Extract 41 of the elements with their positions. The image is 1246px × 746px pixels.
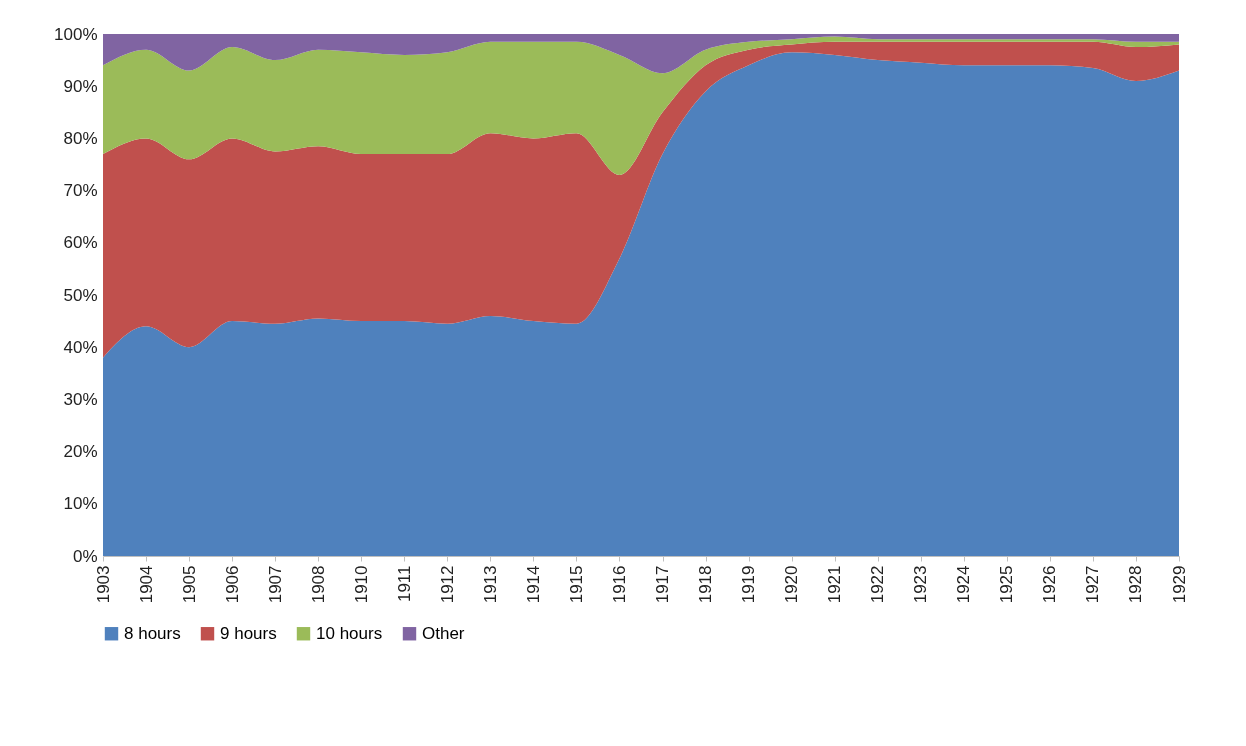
legend-label: 8 hours	[124, 623, 181, 643]
y-tick-label: 50%	[63, 285, 98, 305]
x-tick-label: 1906	[222, 565, 242, 604]
x-tick-label: 1923	[911, 565, 931, 604]
y-tick-label: 60%	[63, 233, 98, 253]
y-tick-label: 30%	[63, 389, 98, 409]
x-tick-label: 1926	[1040, 565, 1060, 604]
x-tick-label: 1907	[265, 565, 285, 604]
y-tick-label: 70%	[63, 181, 98, 201]
legend-label: 9 hours	[220, 623, 277, 643]
y-tick-label: 10%	[63, 494, 98, 514]
x-tick-label: 1915	[566, 565, 586, 604]
x-tick-label: 1919	[739, 565, 759, 604]
x-tick-label: 1913	[480, 565, 500, 604]
x-tick-label: 1927	[1083, 565, 1103, 604]
x-tick-label: 1904	[136, 565, 156, 604]
x-tick-label: 1905	[179, 565, 199, 604]
x-tick-label: 1914	[523, 565, 543, 604]
x-tick-label: 1928	[1126, 565, 1146, 604]
legend-label: Other	[422, 623, 465, 643]
y-tick-label: 40%	[63, 337, 98, 357]
x-tick-label: 1917	[653, 565, 673, 604]
x-tick-label: 1925	[997, 565, 1017, 604]
x-tick-label: 1921	[825, 565, 845, 604]
y-tick-label: 90%	[63, 76, 98, 96]
y-tick-label: 100%	[54, 24, 98, 44]
x-tick-label: 1929	[1169, 565, 1189, 604]
x-tick-label: 1908	[308, 565, 328, 604]
x-tick-label: 1920	[782, 565, 802, 604]
x-tick-label: 1918	[696, 565, 716, 604]
y-tick-label: 20%	[63, 442, 98, 462]
x-tick-label: 1903	[93, 565, 113, 604]
x-tick-label: 1922	[868, 565, 888, 604]
y-tick-label: 0%	[72, 546, 98, 566]
y-tick-label: 80%	[63, 128, 98, 148]
x-tick-label: 1912	[437, 565, 457, 604]
legend-label: 10 hours	[316, 623, 383, 643]
x-tick-label: 1911	[394, 565, 414, 603]
x-tick-label: 1916	[609, 565, 629, 604]
x-tick-label: 1924	[954, 565, 974, 604]
x-tick-label: 1910	[351, 565, 371, 604]
